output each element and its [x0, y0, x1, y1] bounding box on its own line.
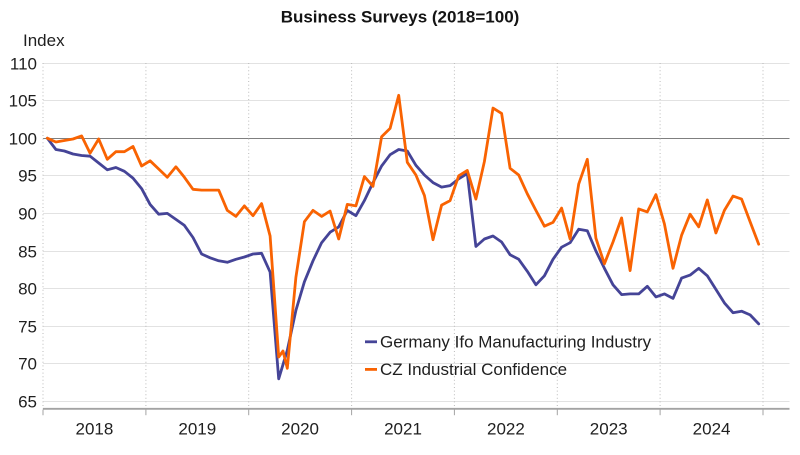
svg-text:2022: 2022: [487, 420, 525, 439]
svg-text:2018: 2018: [75, 420, 113, 439]
svg-text:Business Surveys (2018=100): Business Surveys (2018=100): [281, 8, 520, 27]
svg-text:2024: 2024: [693, 420, 731, 439]
svg-text:80: 80: [18, 279, 37, 298]
svg-text:85: 85: [18, 242, 37, 261]
svg-text:CZ Industrial Confidence: CZ Industrial Confidence: [380, 360, 567, 379]
svg-text:75: 75: [18, 317, 37, 336]
svg-text:70: 70: [18, 354, 37, 373]
svg-text:2019: 2019: [178, 420, 216, 439]
svg-text:2021: 2021: [384, 420, 422, 439]
svg-text:2023: 2023: [590, 420, 628, 439]
svg-text:Index: Index: [23, 31, 65, 50]
svg-text:105: 105: [9, 91, 37, 110]
svg-text:100: 100: [9, 129, 37, 148]
svg-text:65: 65: [18, 392, 37, 411]
svg-text:2020: 2020: [281, 420, 319, 439]
svg-text:95: 95: [18, 166, 37, 185]
svg-text:110: 110: [10, 54, 37, 73]
svg-text:Germany Ifo Manufacturing Indu: Germany Ifo Manufacturing Industry: [380, 333, 652, 352]
svg-text:90: 90: [18, 204, 37, 223]
